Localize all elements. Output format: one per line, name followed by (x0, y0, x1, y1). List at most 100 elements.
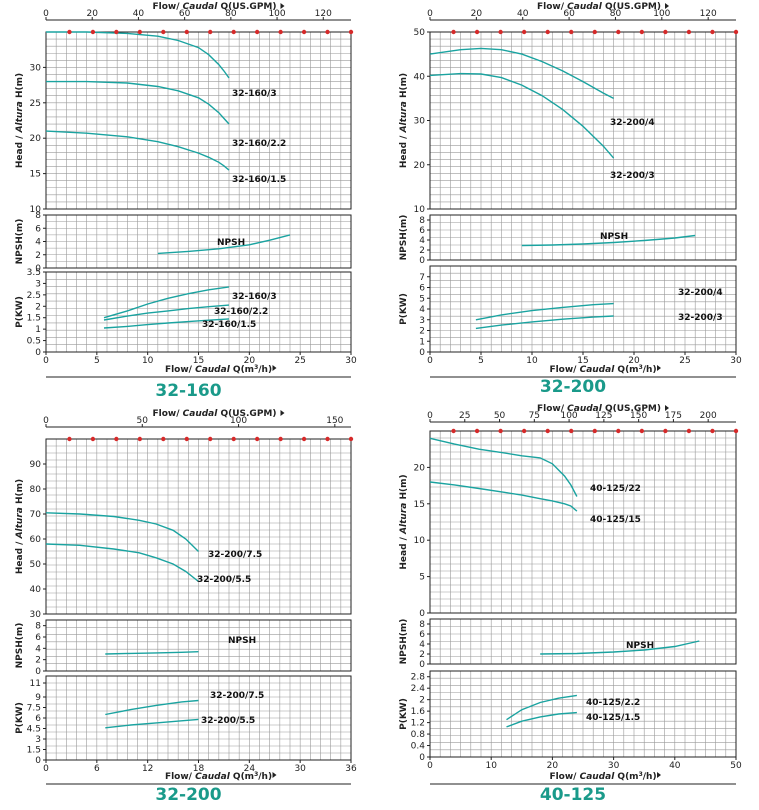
gpm-marker-dot (231, 436, 236, 442)
x-tick-label: 5 (478, 356, 484, 366)
gpm-tick-label: 100 (268, 9, 285, 19)
chart-title: 32-160 (155, 381, 221, 401)
gpm-marker-dot (67, 436, 72, 442)
gpm-marker-dot (498, 29, 503, 35)
x-tick-label: 18 (193, 764, 205, 774)
y-tick-label: 2 (419, 327, 425, 337)
y-tick-label: 10 (414, 205, 426, 215)
flow-arrow-icon (657, 772, 661, 778)
x-tick-label: 0 (43, 356, 49, 366)
gpm-marker-dot (348, 436, 354, 442)
y-tick-label: 30 (30, 63, 42, 73)
y-tick-label: 2.5 (27, 291, 41, 301)
y-tick-label: 20 (414, 463, 426, 473)
npsh-curve-label: NPSH (217, 238, 245, 248)
gpm-marker-dot (137, 436, 143, 442)
gpm-tick-label: 75 (529, 411, 540, 421)
head-y-axis-label: Head / Altura H(m) (399, 474, 409, 569)
head-plot-frame (429, 430, 737, 614)
gpm-marker-dot (733, 428, 739, 434)
x-tick-label: 0 (427, 761, 433, 771)
npsh-curve-NPSH (105, 651, 199, 655)
gpm-marker-dot (451, 29, 456, 35)
y-tick-label: 6 (35, 633, 41, 643)
flow-axis-label: Flow/ Caudal Q(m3/h) (165, 364, 272, 375)
y-tick-label: 2 (35, 251, 41, 261)
gpm-tick-label: 125 (595, 411, 612, 421)
gpm-marker-dot (474, 29, 480, 35)
gpm-tick-label: 20 (86, 9, 98, 19)
y-tick-label: 3 (35, 735, 41, 745)
x-tick-label: 20 (547, 761, 559, 771)
gpm-marker-dot (592, 29, 597, 35)
head-subplot: 30 40 50 60 70 80 90 Head / Altura H(m) (15, 438, 352, 620)
y-tick-label: 20 (414, 161, 426, 171)
gpm-tick-label: 100 (560, 411, 577, 421)
gpm-tick-label: 120 (315, 9, 332, 19)
npsh-y-axis-label: NPSH(m) (15, 623, 25, 669)
chart-title: 40-125 (540, 785, 606, 805)
y-tick-label: 5 (419, 573, 425, 583)
gpm-marker-dot (325, 29, 330, 35)
head-subplot: 0 5 10 15 20 Head / Altura H(m) (399, 430, 737, 619)
x-tick-label: 50 (730, 761, 742, 771)
gpm-marker-dot (184, 29, 189, 35)
gpm-marker-dot (301, 29, 307, 35)
x-tick-label: 25 (679, 356, 690, 366)
gpm-marker-dot (208, 29, 213, 35)
y-tick-label: 15 (30, 170, 41, 180)
x-tick-label: 5 (94, 356, 100, 366)
y-tick-label: 10 (414, 536, 426, 546)
y-tick-label: 4 (419, 236, 425, 246)
y-tick-label: 1 (35, 325, 41, 335)
x-tick-label: 30 (730, 356, 742, 366)
power-subplot: 00.5 11.5 22.5 33.5 P(KW) (15, 268, 352, 358)
gpm-arrow-icon (665, 405, 669, 411)
y-tick-label: 6 (419, 226, 425, 236)
head-y-axis-label: Head / Altura H(m) (15, 73, 25, 168)
head-subplot: 10 20 30 40 50 Head / Altura H(m) (399, 28, 737, 215)
y-tick-label: 2 (419, 696, 425, 706)
gpm-marker-dot (639, 428, 645, 434)
x-tick-label: 6 (94, 764, 100, 774)
gpm-tick-label: 60 (563, 9, 575, 19)
x-tick-label: 10 (142, 356, 154, 366)
power-curve-label: 40-125/1.5 (586, 713, 640, 723)
gpm-marker-dot (67, 29, 72, 35)
gpm-tick-label: 0 (427, 411, 433, 421)
head-curve-label: 32-200/4 (610, 118, 655, 128)
y-tick-label: 30 (30, 610, 42, 620)
x-tick-label: 0 (43, 764, 49, 774)
chart-title: 32-200 (540, 377, 606, 397)
x-tick-label: 30 (608, 761, 620, 771)
flow-axis-label: Flow/ Caudal Q(m3/h) (549, 771, 656, 782)
power-curve-32-200/4 (475, 302, 614, 321)
power-curve-label: 32-200/3 (678, 313, 723, 323)
npsh-plot-frame (429, 214, 737, 261)
x-tick-label: 10 (485, 761, 497, 771)
head-curve-label: 32-200/3 (610, 171, 655, 181)
head-curve-32-160/1.5 (45, 130, 230, 171)
head-curve-32-200/4 (429, 47, 614, 100)
chart-panel-p4: Flow/ Caudal Q(US.GPM)0 25 50 75 100 125 150 17… (399, 404, 742, 805)
gpm-marker-dot (208, 436, 213, 442)
head-curve-label: 32-160/2.2 (232, 139, 286, 149)
gpm-tick-label: 200 (700, 411, 717, 421)
power-curve-label: 32-200/5.5 (201, 716, 255, 726)
y-tick-label: 0 (35, 756, 41, 766)
y-tick-label: 0.4 (411, 742, 426, 752)
y-tick-label: 60 (30, 535, 42, 545)
x-tick-label: 0 (427, 356, 433, 366)
gpm-marker-dot (710, 428, 715, 434)
head-curve-40-125/22 (429, 437, 578, 497)
chart-panel-p1: Flow/ Caudal Q(US.GPM)0 20 40 60 80 100 120101… (15, 2, 357, 401)
x-tick-label: 12 (142, 764, 153, 774)
gpm-axis-label: Flow/ Caudal Q(US.GPM) (152, 2, 276, 12)
power-plot-frame (429, 670, 737, 758)
y-tick-label: 0 (419, 609, 425, 619)
y-tick-label: 1.5 (27, 746, 41, 756)
y-tick-label: 0 (419, 660, 425, 670)
gpm-arrow-icon (280, 410, 285, 416)
